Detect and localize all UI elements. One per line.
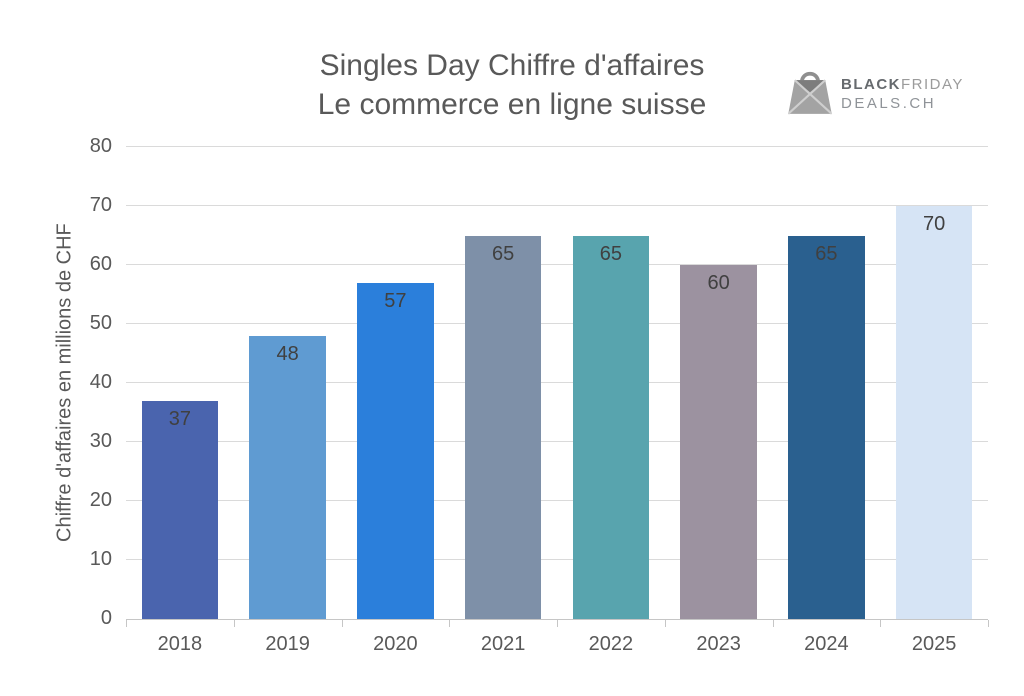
- y-tick-label-20: 20: [89, 489, 112, 511]
- bar-slot-2025: 70: [880, 147, 988, 619]
- y-tick-label-50: 50: [89, 312, 112, 334]
- bar-slot-2021: 65: [449, 147, 557, 619]
- x-tick-label-2023: 2023: [696, 633, 741, 655]
- x-axis-tickmark: [126, 620, 127, 627]
- x-axis-tickmark: [341, 620, 343, 627]
- bar-value-label-2022: 65: [599, 242, 622, 265]
- x-axis-tickmarks: [126, 620, 989, 627]
- logo-brand-line2: DEALS.CH: [841, 94, 937, 112]
- bar-value-label-2021: 65: [492, 242, 515, 265]
- gridline-80: [126, 146, 988, 147]
- gridline-40: [126, 382, 988, 383]
- bar-2024: 65: [788, 235, 865, 619]
- bar-value-label-2020: 57: [384, 289, 407, 312]
- x-tick-label-2019: 2019: [265, 633, 310, 655]
- bar-value-label-2023: 60: [707, 272, 730, 294]
- x-axis-labels: 2018 2019 2020 2021 2022 2023 2024 2025: [126, 633, 988, 656]
- plot-area: 37 48 57 65 65 60 65 70: [126, 146, 988, 620]
- x-axis-tickmark: [557, 620, 558, 627]
- bar-2025: 70: [895, 206, 973, 619]
- y-tick-label-0: 0: [100, 607, 112, 629]
- x-tick-label-2018: 2018: [157, 633, 203, 655]
- x-tick-label-2022: 2022: [588, 633, 634, 655]
- bar-slot-2024: 65: [773, 147, 881, 619]
- x-tick-label-2021: 2021: [480, 633, 526, 655]
- bar-2021: 65: [464, 235, 542, 619]
- y-tick-label-40: 40: [89, 371, 112, 393]
- bar-value-label-2025: 70: [923, 213, 946, 235]
- logo-text: BLACKFRIDAY DEALS.CH: [841, 75, 964, 113]
- y-axis-ticks: 0 10 20 30 40 50 60 70 80: [0, 135, 112, 629]
- x-tick-label-2020: 2020: [373, 633, 418, 655]
- chart-title: Singles Day Chiffre d'affaires Le commer…: [0, 46, 1024, 124]
- gridline-50: [126, 323, 988, 324]
- bar-2023: 60: [680, 265, 757, 619]
- bar-slot-2023: 60: [665, 147, 773, 619]
- chart-title-line1: Singles Day Chiffre d'affaires: [319, 49, 705, 82]
- bar-2018: 37: [141, 400, 219, 619]
- gridline-70: [126, 205, 988, 206]
- y-tick-label-70: 70: [89, 194, 112, 216]
- bar-2022: 65: [572, 235, 650, 619]
- bar-value-label-2018: 37: [168, 407, 191, 430]
- x-tick-label-2024: 2024: [804, 633, 849, 655]
- blackfridaydeals-logo: BLACKFRIDAY DEALS.CH: [787, 66, 964, 121]
- x-axis-tickmark: [880, 620, 882, 627]
- x-axis-tickmark: [772, 620, 774, 627]
- bar-slot-2019: 48: [234, 147, 342, 619]
- y-tick-label-30: 30: [89, 430, 112, 452]
- x-tick-label-2025: 2025: [911, 633, 957, 655]
- bar-2019: 48: [249, 335, 326, 619]
- bar-slot-2018: 37: [126, 147, 234, 619]
- bars: 37 48 57 65 65 60 65 70: [126, 147, 988, 619]
- x-axis-tickmark: [233, 620, 235, 627]
- gridline-10: [126, 559, 988, 560]
- x-axis-tickmark: [988, 620, 989, 627]
- x-axis-tickmark: [664, 620, 666, 627]
- bar-2020: 57: [357, 282, 434, 619]
- y-tick-label-60: 60: [89, 253, 112, 275]
- bar-value-label-2024: 65: [815, 242, 838, 265]
- y-tick-label-80: 80: [89, 135, 112, 157]
- bar-value-label-2019: 48: [276, 342, 299, 365]
- chart-title-line2: Le commerce en ligne suisse: [317, 88, 707, 121]
- y-tick-label-10: 10: [89, 548, 112, 570]
- gridline-30: [126, 441, 988, 442]
- gridline-20: [126, 500, 988, 501]
- logo-brand-line1: BLACKFRIDAY: [841, 75, 964, 93]
- gridline-60: [126, 264, 988, 265]
- x-axis-tickmark: [449, 620, 451, 627]
- bar-slot-2020: 57: [342, 147, 450, 619]
- bar-slot-2022: 65: [557, 147, 665, 619]
- shopping-bag-icon: [787, 66, 833, 121]
